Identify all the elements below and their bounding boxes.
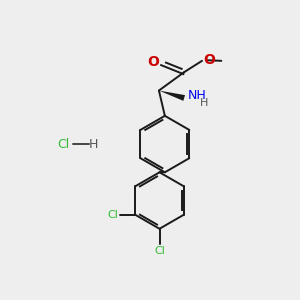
Text: NH: NH [188,89,206,102]
Text: Cl: Cl [58,138,70,151]
Text: H: H [89,138,98,151]
Text: Cl: Cl [107,210,118,220]
Text: H: H [200,98,208,108]
Text: Cl: Cl [154,246,165,256]
Text: O: O [203,52,215,67]
Polygon shape [159,91,185,101]
Text: O: O [147,55,159,69]
